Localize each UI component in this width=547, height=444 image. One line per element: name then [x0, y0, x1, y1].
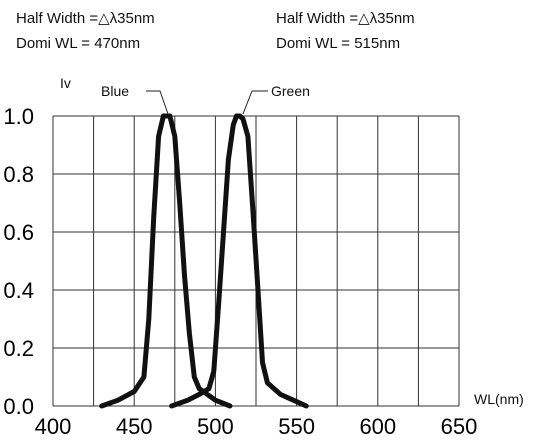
green-leader-line — [242, 90, 268, 115]
x-axis-label: WL(nm) — [474, 391, 524, 407]
y-tick-label: 0.2 — [3, 336, 34, 361]
y-tick-labels: 0.0 0.2 0.4 0.6 0.8 1.0 — [3, 104, 34, 419]
blue-half-width-label: Half Width =△λ35nm — [16, 10, 155, 27]
y-tick-label: 0.4 — [3, 278, 34, 303]
green-dominant-wavelength-label: Domi WL = 515nm — [276, 35, 400, 52]
blue-dominant-wavelength-label: Domi WL = 470nm — [16, 35, 140, 52]
green-half-width-label: Half Width =△λ35nm — [276, 10, 415, 27]
legend-green-label: Green — [271, 83, 310, 99]
x-tick-labels: 400 450 500 550 600 650 — [35, 414, 478, 439]
x-tick-label: 450 — [116, 414, 153, 439]
y-axis-label: Iv — [60, 75, 71, 91]
legend-blue-label: Blue — [101, 83, 129, 99]
y-tick-label: 0.8 — [3, 162, 34, 187]
x-tick-label: 550 — [278, 414, 315, 439]
series-curves — [99, 113, 309, 409]
y-tick-label: 0.0 — [3, 394, 34, 419]
x-tick-label: 400 — [35, 414, 72, 439]
y-tick-label: 1.0 — [3, 104, 34, 129]
x-tick-label: 650 — [441, 414, 478, 439]
y-tick-label: 0.6 — [3, 220, 34, 245]
green-emission-curve — [169, 113, 309, 409]
x-tick-label: 600 — [359, 414, 396, 439]
blue-emission-curve — [99, 113, 233, 409]
x-tick-label: 500 — [197, 414, 234, 439]
blue-leader-line — [146, 90, 169, 115]
